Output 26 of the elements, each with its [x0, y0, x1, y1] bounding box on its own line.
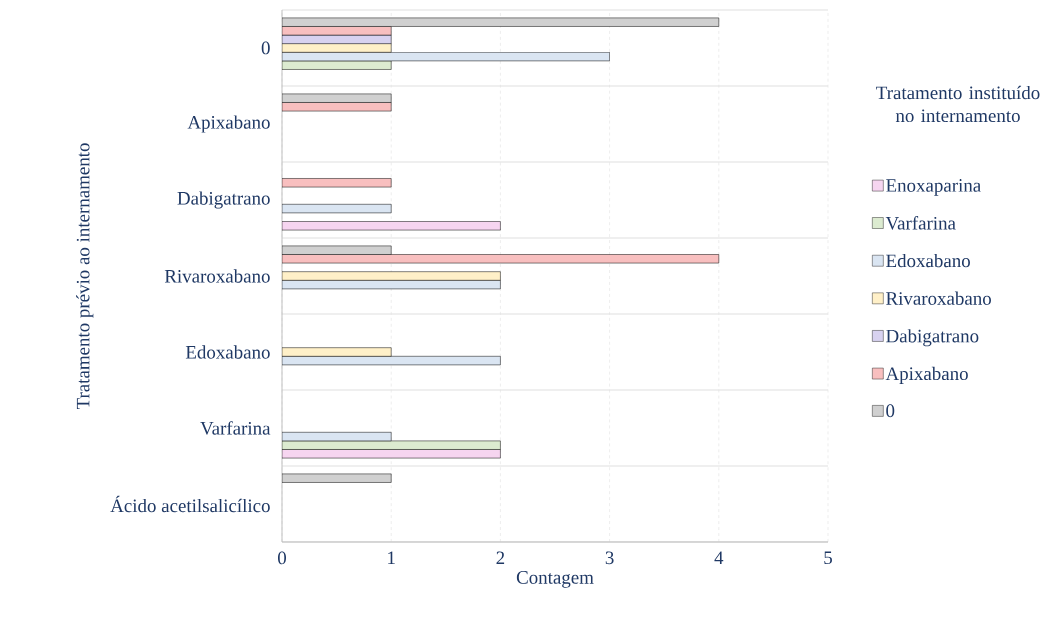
legend-label: Varfarina — [885, 216, 956, 230]
x-tick-label: 4 — [714, 551, 724, 564]
bar — [282, 43, 392, 53]
y-tick-label: Dabigatrano — [177, 191, 270, 209]
bar — [282, 347, 392, 357]
bar — [282, 271, 501, 281]
x-tick-label: 1 — [388, 551, 395, 564]
y-tick-label: Rivaroxabano — [164, 269, 270, 283]
x-tick-label: 5 — [824, 551, 832, 565]
x-axis-title: Contagem — [516, 571, 594, 588]
x-tick-label: 3 — [605, 551, 614, 565]
legend-label: Dabigatrano — [886, 329, 979, 347]
y-tick-label: Varfarina — [200, 421, 271, 435]
x-tick-label: 2 — [496, 551, 505, 565]
y-tick-label: Apixabano — [187, 115, 270, 133]
legend-label: Enoxaparina — [886, 179, 981, 196]
x-tick-label: 0 — [277, 551, 287, 565]
legend-label: Edoxabano — [886, 253, 970, 268]
legend-label: Apixabano — [885, 366, 968, 384]
y-tick-label: Edoxabano — [185, 345, 270, 359]
legend-label: Rivaroxabano — [886, 291, 991, 305]
y-tick-label: 0 — [261, 41, 270, 55]
y-axis-title: Tratamento prévio ao internamento — [76, 143, 94, 410]
y-tick-label: Ácido acetilsalicílico — [110, 495, 270, 513]
legend-title: Tratamento instituído no internamento — [876, 85, 1040, 123]
legend-label: 0 — [886, 404, 895, 418]
